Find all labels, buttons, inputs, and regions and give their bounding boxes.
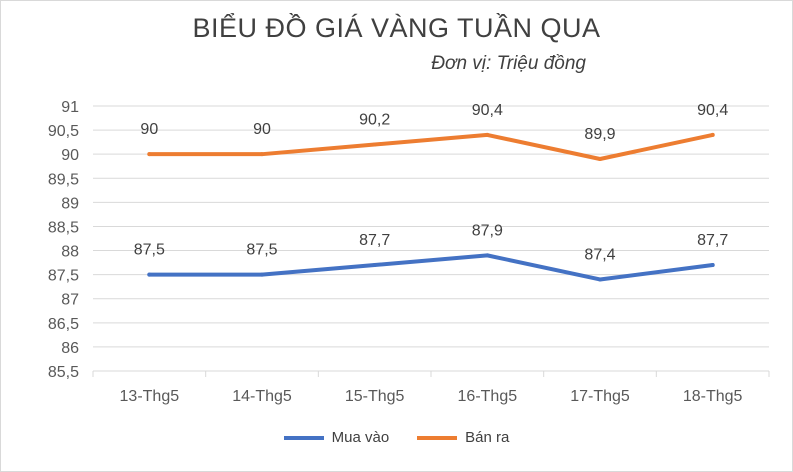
y-tick-label: 85,5 [48, 364, 79, 381]
y-tick-label: 87 [61, 292, 79, 309]
x-tick-label: 14-Thg5 [232, 388, 292, 405]
y-tick-label: 88,5 [48, 219, 79, 236]
legend-swatch-mua-vao [283, 435, 324, 440]
data-point [372, 142, 377, 147]
data-point [710, 263, 715, 267]
data-label: 90,2 [359, 112, 390, 129]
y-tick-label: 86,5 [48, 316, 79, 333]
data-label: 87,9 [472, 222, 503, 239]
y-tick-label: 86 [61, 340, 79, 357]
legend-item-mua-vao[interactable]: Mua vào [283, 429, 390, 446]
legend-label-ban-ra: Bán ra [465, 429, 510, 446]
data-point [372, 263, 377, 267]
x-tick-label: 16-Thg5 [458, 388, 518, 405]
data-label-layer: 87,5 87,5 87,7 87,9 87,4 87,7 90 90 90,2 90,4 89,9… [134, 102, 729, 264]
data-point [260, 152, 264, 157]
data-point [260, 272, 264, 277]
y-tick-label: 90,5 [48, 123, 79, 140]
x-tick-label: 18-Thg5 [683, 388, 743, 405]
series-layer [147, 132, 715, 282]
data-label: 90 [140, 121, 158, 138]
legend: Mua vào Bán ra [1, 429, 792, 446]
data-label: 87,7 [359, 232, 390, 249]
chart-subtitle: Đơn vị: Triệu đồng [431, 53, 586, 74]
data-point [710, 132, 715, 137]
x-tick-label: 17-Thg5 [570, 388, 630, 405]
legend-swatch-ban-ra [417, 435, 458, 440]
data-point [598, 277, 602, 282]
data-point [598, 157, 602, 161]
y-tick-label: 89,5 [48, 171, 79, 188]
y-tick-label: 90 [61, 147, 79, 164]
data-point [485, 132, 490, 137]
x-axis-ticks: 13-Thg5 14-Thg5 15-Thg5 16-Thg5 17-Thg5 18-Th… [92, 371, 770, 405]
y-tick-label: 89 [61, 195, 79, 212]
data-label: 87,5 [246, 242, 277, 259]
data-label: 87,7 [697, 232, 728, 249]
data-point [485, 253, 490, 258]
y-tick-label: 88 [61, 244, 79, 261]
data-point [147, 272, 152, 277]
data-label: 89,9 [584, 126, 615, 143]
y-tick-label: 87,5 [48, 268, 79, 285]
legend-item-ban-ra[interactable]: Bán ra [417, 429, 509, 446]
x-tick-label: 15-Thg5 [345, 388, 405, 405]
y-axis-ticks: 85,5 86 86,5 87 87,5 88 88,5 89 89,5 90 90,5 91 [48, 99, 79, 381]
legend-label-mua-vao: Mua vào [331, 429, 390, 446]
data-label: 90,4 [472, 102, 503, 119]
series-line-1 [147, 132, 715, 161]
y-tick-label: 91 [61, 99, 79, 116]
chart-title: BIỂU ĐỒ GIÁ VÀNG TUẦN QUA [192, 13, 601, 43]
data-point [147, 152, 152, 157]
data-label: 90 [253, 121, 271, 138]
data-label: 90,4 [697, 102, 728, 119]
x-tick-label: 13-Thg5 [120, 388, 180, 405]
data-label: 87,5 [134, 242, 165, 259]
series-line-0 [147, 253, 715, 282]
data-label: 87,4 [584, 246, 615, 263]
